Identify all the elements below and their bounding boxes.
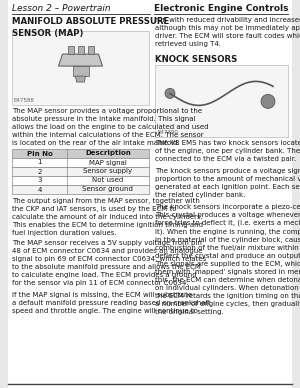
Polygon shape bbox=[58, 54, 103, 66]
Text: The V8 EMS has two knock sensors located in the V
of the engine, one per cylinde: The V8 EMS has two knock sensors located… bbox=[155, 140, 300, 162]
Text: The MAP sensor receives a 5V supply voltage from pin
48 of ECM connector C0634 a: The MAP sensor receives a 5V supply volt… bbox=[12, 240, 206, 286]
Text: The MAP sensor provides a voltage proportional to the
absolute pressure in the i: The MAP sensor provides a voltage propor… bbox=[12, 108, 208, 146]
Circle shape bbox=[261, 94, 275, 108]
Bar bbox=[12, 167, 149, 176]
Text: 2: 2 bbox=[37, 168, 42, 175]
Bar bbox=[155, 65, 288, 137]
Bar bbox=[77, 46, 83, 54]
Text: MAP signal: MAP signal bbox=[89, 159, 127, 166]
Bar bbox=[88, 46, 94, 54]
Text: 3: 3 bbox=[37, 177, 42, 184]
Bar bbox=[12, 185, 149, 194]
Text: If the MAP signal is missing, the ECM will substitute
a default manifold pressur: If the MAP signal is missing, the ECM wi… bbox=[12, 292, 211, 314]
Text: MANIFOLD ABSOLUTE PRESSURE
SENSOR (MAP): MANIFOLD ABSOLUTE PRESSURE SENSOR (MAP) bbox=[12, 17, 169, 38]
Text: 4: 4 bbox=[37, 187, 42, 192]
Polygon shape bbox=[76, 76, 85, 82]
Text: Not used: Not used bbox=[92, 177, 124, 184]
Text: The knock sensors incorporate a piezo-ceramic crystal.
This crystal produces a v: The knock sensors incorporate a piezo-ce… bbox=[155, 204, 300, 315]
Text: KNOCK SENSORS: KNOCK SENSORS bbox=[155, 55, 237, 64]
Bar bbox=[12, 176, 149, 185]
Text: 1: 1 bbox=[37, 159, 42, 166]
Bar bbox=[12, 158, 149, 167]
Text: The knock sensors produce a voltage signal in
proportion to the amount of mechan: The knock sensors produce a voltage sign… bbox=[155, 168, 300, 198]
Text: Electronic Engine Controls: Electronic Engine Controls bbox=[154, 4, 288, 13]
Bar bbox=[73, 66, 88, 76]
Text: E47588: E47588 bbox=[14, 98, 35, 103]
Text: The output signal from the MAP sensor, together with
the CKP and IAT sensors, is: The output signal from the MAP sensor, t… bbox=[12, 198, 203, 236]
Text: Sensor ground: Sensor ground bbox=[82, 187, 133, 192]
Text: Pin No: Pin No bbox=[26, 151, 52, 156]
Circle shape bbox=[165, 88, 175, 99]
Text: Sensor supply: Sensor supply bbox=[83, 168, 133, 175]
Text: Lesson 2 – Powertrain: Lesson 2 – Powertrain bbox=[12, 4, 111, 13]
Text: run with reduced drivability and increased emissions,
although this may not be i: run with reduced drivability and increas… bbox=[155, 17, 300, 47]
Text: E47390: E47390 bbox=[157, 130, 178, 135]
Bar bbox=[12, 31, 149, 105]
Bar bbox=[12, 149, 149, 158]
Bar bbox=[68, 46, 74, 54]
Text: Description: Description bbox=[85, 151, 131, 156]
